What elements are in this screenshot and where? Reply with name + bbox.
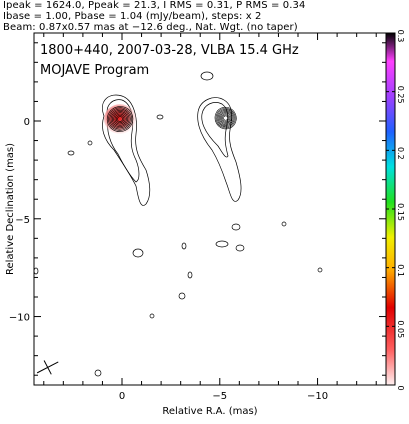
chart-title: 1800+440, 2007-03-28, VLBA 15.4 GHz (40, 43, 299, 58)
plot-frame (33, 32, 387, 386)
header-line-2: Ibase = 1.00, Pbase = 1.04 (mJy/beam), s… (3, 11, 262, 22)
core-contour (115, 114, 125, 124)
axis-ticks (34, 33, 386, 385)
contour-island (87, 140, 93, 146)
source-components (103, 104, 237, 134)
contour-island (156, 114, 164, 120)
contour-island (33, 267, 39, 275)
contour-island (94, 369, 102, 377)
contour-island (132, 248, 144, 258)
secondary-contour (223, 115, 229, 121)
x-tick-label: −5 (212, 391, 227, 402)
colorbar-tick-label: 0.25 (396, 86, 405, 104)
secondary-contour (220, 112, 232, 124)
secondary-jet-contour-2 (201, 102, 229, 158)
core-contour (108, 107, 132, 131)
core-color-fill (103, 104, 137, 134)
y-axis-label: Relative Declination (mas) (5, 143, 16, 275)
beam-minor-axis (43, 360, 52, 375)
x-axis-label: Relative R.A. (mas) (162, 406, 257, 417)
contour-island (149, 313, 155, 319)
colorbar-tick-label: 0.15 (396, 203, 405, 221)
contour-island (317, 267, 323, 273)
restoring-beam (36, 360, 59, 375)
contour-island (200, 71, 214, 81)
contour-island (235, 244, 245, 252)
contour-lines (33, 71, 323, 377)
secondary-jet-envelope (197, 97, 242, 202)
core-contour (106, 106, 134, 132)
core-jet-contour-2 (106, 99, 140, 183)
secondary-contour (217, 110, 234, 126)
beam-cross (36, 360, 59, 375)
y-tick-label: −5 (15, 215, 30, 226)
core-jet-envelope (102, 94, 151, 206)
colorbar-tick-label: 0.2 (396, 147, 405, 160)
core-contour (114, 113, 126, 125)
secondary-contour (216, 109, 235, 128)
contour-island (181, 242, 187, 250)
core-contour (109, 108, 131, 130)
secondary-contour (221, 113, 231, 123)
core-contour (112, 111, 129, 127)
contour-island (178, 292, 186, 300)
core-contour (113, 112, 127, 126)
secondary-contour (222, 114, 230, 122)
chart-subtitle: MOJAVE Program (40, 63, 149, 78)
y-tick-label: 0 (24, 117, 30, 128)
contour-island (67, 150, 75, 156)
x-tick-label: −10 (307, 391, 328, 402)
colorbar-tick-label: 0.3 (396, 30, 405, 43)
header-line-3: Beam: 0.87x0.57 mas at −12.6 deg., Nat. … (3, 22, 298, 33)
core-contour (110, 109, 130, 129)
colorbar-tick-label: 0.1 (396, 264, 405, 277)
secondary-contour (215, 107, 236, 129)
colorbar-tick-label: 0 (396, 385, 405, 390)
contour-island (231, 223, 241, 231)
secondary-contour (218, 111, 233, 125)
axis-tick-labels: 0 −5 −10 0 −5 −10 (9, 117, 328, 402)
secondary-contour (214, 106, 237, 130)
colorbar-tick-label: 0.05 (396, 320, 405, 338)
x-tick-label: 0 (119, 391, 125, 402)
contour-island (187, 271, 193, 279)
header-line-1: Ipeak = 1624.0, Ppeak = 21.3, I RMS = 0.… (3, 0, 306, 11)
contour-island (215, 240, 229, 248)
core-contour (117, 116, 123, 122)
colorbar-ticks: 0 0.05 0.1 0.15 0.2 0.25 0.3 (386, 30, 405, 391)
y-tick-label: −10 (9, 313, 30, 324)
contour-island (281, 221, 287, 227)
